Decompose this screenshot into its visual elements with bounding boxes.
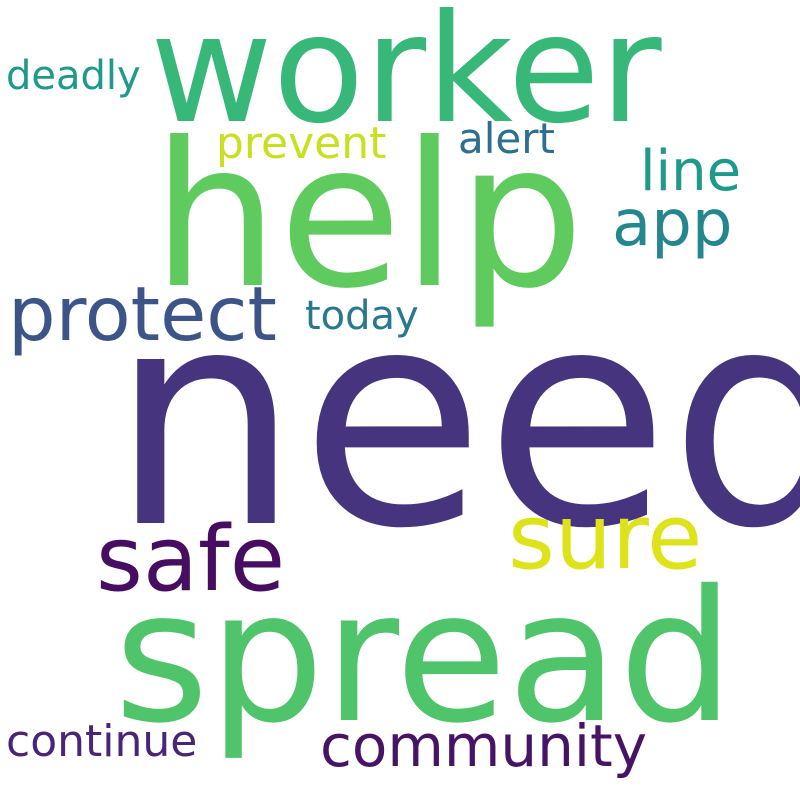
word-continue: continue [6,716,198,767]
word-protect: protect [8,270,277,358]
word-worker: worker [150,0,662,157]
word-app: app [612,187,733,261]
word-spread: spread [114,551,735,763]
word-alert: alert [458,114,555,163]
word-safe: safe [96,507,286,612]
word-line: line [640,139,742,204]
word-help: help [152,100,585,333]
word-sure: sure [508,485,703,590]
word-today: today [305,293,419,339]
word-need: need [110,245,800,594]
word-community: community [320,712,648,780]
word-prevent: prevent [216,118,387,169]
word-deadly: deadly [6,53,141,99]
